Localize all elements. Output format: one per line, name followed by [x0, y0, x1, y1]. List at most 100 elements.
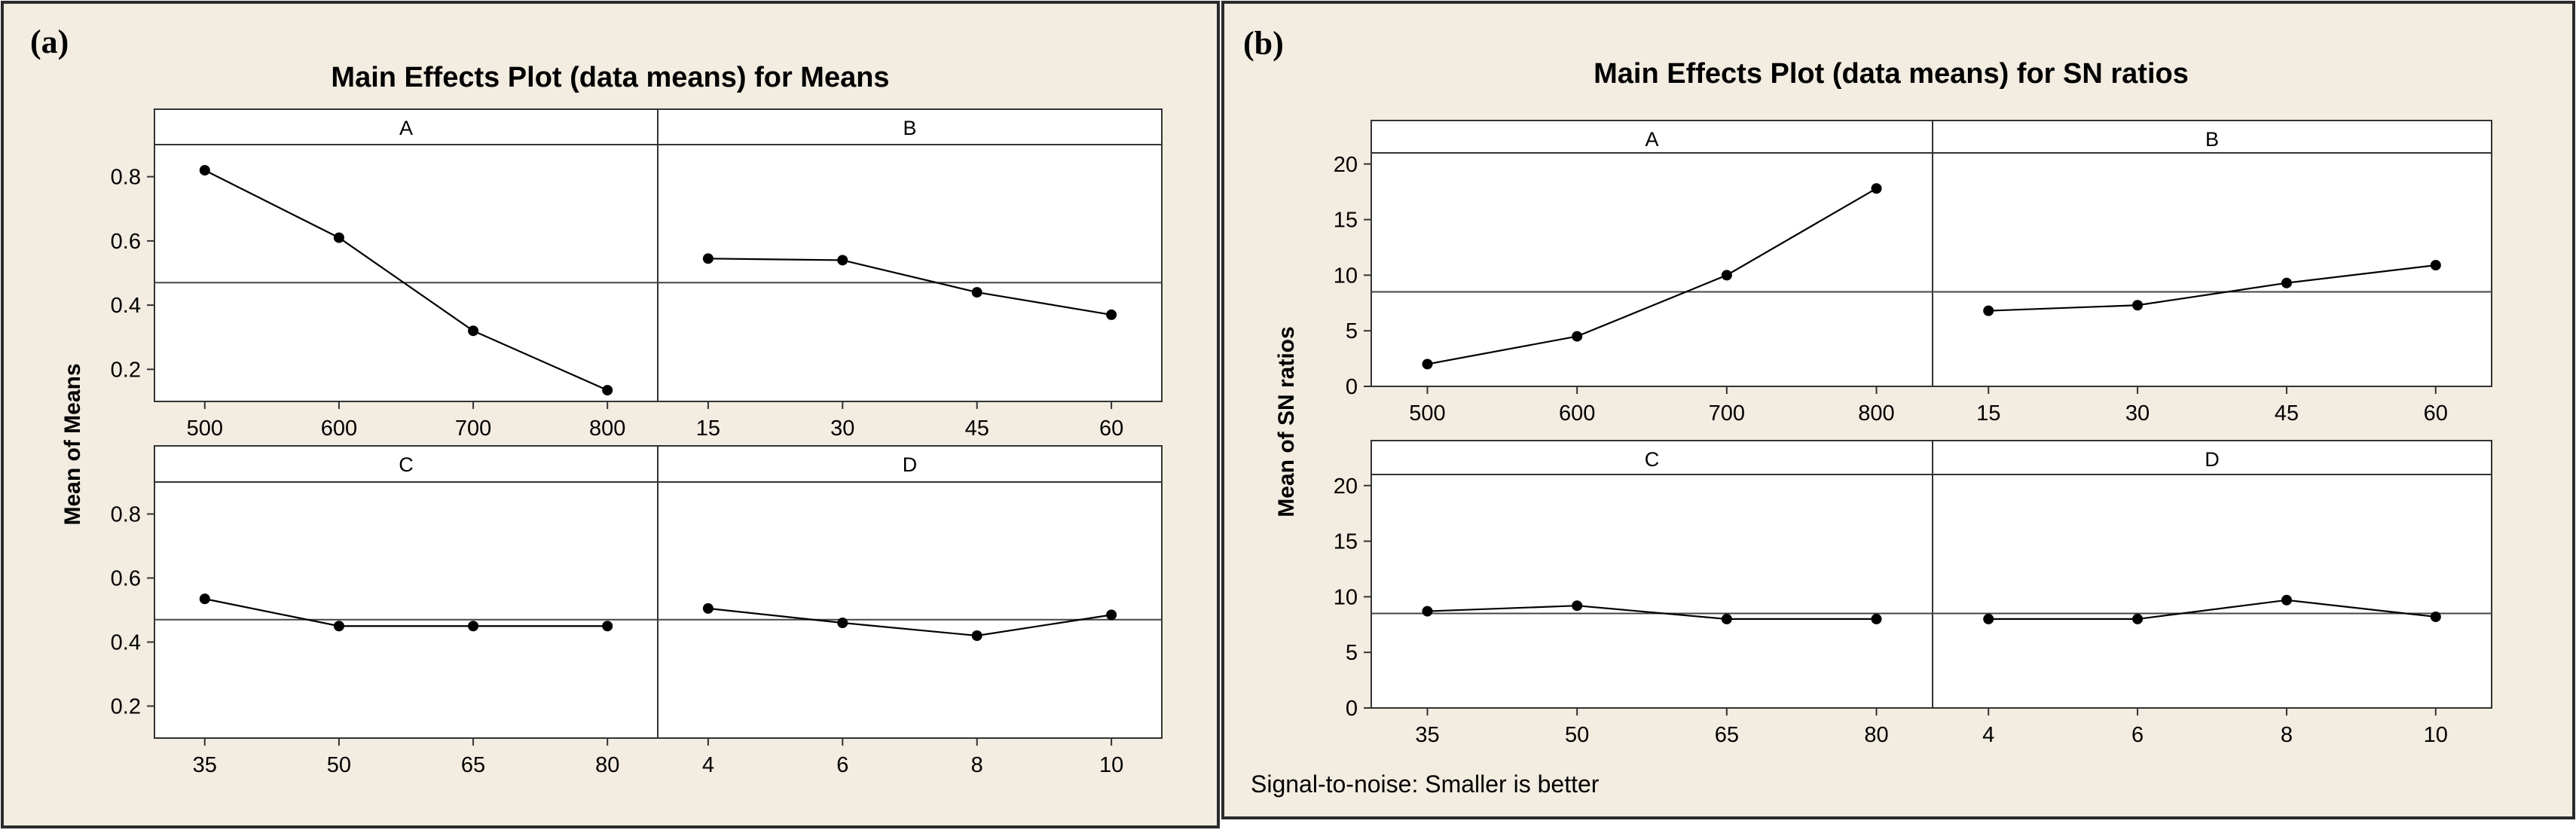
series-line-b-B [1988, 264, 2436, 312]
ytick-label-a-row0-3: 0.8 [111, 166, 141, 190]
data-point-a-A-2 [468, 325, 479, 337]
data-point-b-A-3 [1871, 183, 1882, 194]
xtick-label-b-D-0: 4 [1982, 723, 1994, 747]
xtick-label-b-B-1: 30 [2125, 401, 2150, 426]
plot-area-b-row1 [1371, 440, 2492, 709]
xtick-label-a-D-0: 4 [702, 753, 714, 777]
data-point-b-A-0 [1422, 359, 1433, 370]
panel-b: (b) Main Effects Plot (data means) for S… [1221, 1, 2575, 819]
ytick-label-a-row1-2: 0.6 [111, 567, 141, 591]
data-point-b-B-1 [2132, 300, 2144, 311]
facet-label-b-A: A [1645, 128, 1658, 151]
data-point-b-D-1 [2132, 613, 2144, 624]
data-point-b-D-3 [2430, 611, 2441, 622]
data-point-a-B-0 [702, 253, 714, 264]
ytick-label-b-row1-1: 5 [1346, 641, 1358, 665]
ytick-label-b-row1-0: 0 [1346, 697, 1358, 721]
xtick-label-b-A-2: 700 [1709, 401, 1745, 426]
xtick-label-b-D-1: 6 [2131, 723, 2144, 747]
data-point-b-A-1 [1572, 331, 1583, 342]
facet-label-a-B: B [903, 117, 916, 139]
data-point-a-B-3 [1106, 309, 1117, 320]
xtick-label-a-B-0: 15 [696, 416, 720, 441]
xtick-label-a-A-3: 800 [589, 416, 625, 441]
xtick-label-b-C-0: 35 [1415, 723, 1439, 747]
series-line-a-A [204, 169, 608, 392]
data-point-a-C-0 [199, 593, 210, 605]
data-point-b-C-1 [1572, 600, 1583, 612]
panel-a-label: (a) [30, 23, 69, 60]
data-point-a-D-3 [1106, 609, 1117, 621]
plot-area-b-row0 [1371, 120, 2492, 387]
footnote: Signal-to-noise: Smaller is better [1251, 770, 1600, 798]
data-point-b-C-2 [1721, 613, 1732, 624]
xtick-label-a-D-1: 6 [836, 753, 848, 777]
facet-label-b-C: C [1645, 448, 1660, 471]
xtick-label-a-D-3: 10 [1099, 753, 1123, 777]
facet-label-b-B: B [2205, 128, 2219, 151]
xtick-label-a-C-3: 80 [595, 753, 619, 777]
series-line-a-D [707, 607, 1112, 637]
xtick-label-b-C-3: 80 [1864, 723, 1888, 747]
chart-a-grid: 0.2 0.4 0.6 0.8 0.2 0.4 0.6 0.8 A 500 600 700 800 B 15… [111, 108, 1163, 777]
data-point-a-A-0 [199, 165, 210, 176]
xtick-label-b-B-2: 45 [2275, 401, 2299, 426]
data-point-a-D-0 [702, 603, 714, 614]
data-point-a-A-3 [602, 385, 613, 396]
xtick-label-a-A-2: 700 [455, 416, 491, 441]
ytick-label-b-row1-2: 10 [1334, 585, 1358, 609]
xtick-label-b-C-2: 65 [1715, 723, 1739, 747]
ytick-label-b-row0-3: 15 [1334, 209, 1358, 233]
facet-label-a-A: A [399, 117, 413, 139]
chart-b-grid: 0 5 10 15 20 0 5 10 15 20 A 500 600 700 800 B 15 30 45 60 C 3… [1334, 120, 2492, 747]
ytick-label-a-row0-1: 0.4 [111, 294, 141, 318]
chart-a-title: Main Effects Plot (data means) for Means [331, 62, 889, 93]
xtick-label-a-A-1: 600 [321, 416, 357, 441]
xtick-label-b-D-2: 8 [2281, 723, 2293, 747]
ytick-label-a-row0-0: 0.2 [111, 358, 141, 382]
data-point-a-D-1 [837, 618, 848, 628]
data-point-b-C-0 [1422, 606, 1433, 617]
xtick-label-b-C-1: 50 [1565, 723, 1589, 747]
panel-b-label: (b) [1243, 25, 1284, 62]
data-point-b-B-2 [2281, 277, 2292, 288]
data-point-a-A-1 [333, 232, 344, 243]
data-point-a-C-2 [468, 621, 479, 632]
xtick-label-b-A-3: 800 [1858, 401, 1894, 426]
data-point-b-A-2 [1721, 270, 1732, 281]
data-point-a-C-3 [602, 621, 613, 632]
series-line-b-A [1427, 188, 1878, 365]
facet-label-a-D: D [903, 453, 918, 476]
xtick-label-a-D-2: 8 [971, 753, 983, 777]
xtick-label-b-B-3: 60 [2424, 401, 2448, 426]
data-point-b-D-2 [2281, 594, 2292, 606]
xtick-label-a-B-2: 45 [965, 416, 989, 441]
data-point-a-C-1 [333, 621, 344, 632]
ytick-label-a-row1-1: 0.4 [111, 631, 141, 655]
data-point-a-B-2 [971, 287, 982, 298]
ytick-label-b-row0-2: 10 [1334, 264, 1358, 288]
series-line-b-C [1427, 605, 1877, 621]
ytick-label-b-row0-1: 5 [1346, 319, 1358, 343]
facet-label-b-D: D [2205, 448, 2220, 471]
series-line-a-B [707, 258, 1112, 316]
data-point-b-B-3 [2430, 260, 2441, 271]
panel-a: (a) Main Effects Plot (data means) for M… [1, 1, 1220, 828]
chart-a-ylabel: Mean of Means [60, 363, 85, 525]
ytick-label-a-row1-0: 0.2 [111, 695, 141, 719]
data-point-a-B-1 [837, 255, 848, 266]
xtick-label-b-A-0: 500 [1409, 401, 1445, 426]
xtick-label-a-B-3: 60 [1099, 416, 1123, 441]
xtick-label-a-C-1: 50 [327, 753, 351, 777]
facet-label-a-C: C [399, 453, 414, 476]
data-point-b-C-3 [1871, 613, 1882, 624]
xtick-label-a-C-2: 65 [461, 753, 485, 777]
data-point-a-D-2 [971, 630, 982, 641]
ytick-label-b-row1-4: 20 [1334, 474, 1358, 499]
series-line-b-D [1988, 599, 2436, 621]
data-point-b-B-0 [1983, 305, 1994, 316]
data-point-b-D-0 [1983, 613, 1994, 624]
chart-b-ylabel: Mean of SN ratios [1274, 326, 1299, 517]
xtick-label-b-B-0: 15 [1976, 401, 2000, 426]
ytick-label-b-row1-3: 15 [1334, 530, 1358, 554]
